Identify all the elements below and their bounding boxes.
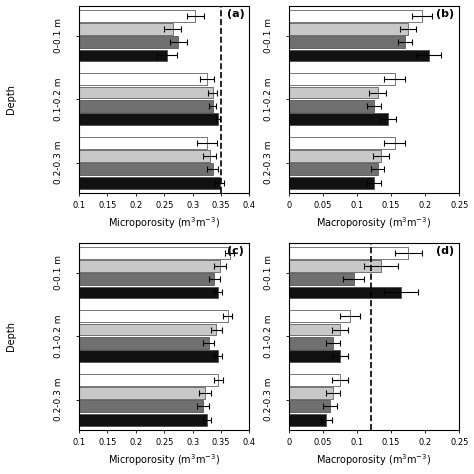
Bar: [79, 150, 210, 162]
Bar: [79, 387, 205, 399]
Bar: [79, 246, 229, 259]
Bar: [79, 73, 207, 85]
Bar: [289, 350, 340, 362]
Bar: [289, 273, 354, 285]
Bar: [79, 177, 220, 189]
Bar: [79, 9, 195, 22]
Bar: [79, 350, 218, 362]
Bar: [79, 401, 203, 412]
Bar: [79, 36, 178, 48]
Bar: [79, 49, 167, 62]
Bar: [79, 273, 214, 285]
Text: (b): (b): [436, 9, 454, 19]
Bar: [289, 137, 394, 149]
Bar: [289, 374, 340, 386]
Bar: [289, 36, 405, 48]
Bar: [289, 113, 388, 125]
Bar: [289, 87, 377, 99]
Bar: [289, 414, 327, 426]
Y-axis label: Depth: Depth: [6, 84, 16, 114]
Bar: [289, 246, 408, 259]
Bar: [79, 414, 207, 426]
Bar: [289, 100, 374, 112]
Bar: [79, 23, 173, 35]
Bar: [289, 260, 381, 272]
Bar: [289, 401, 330, 412]
Bar: [79, 310, 228, 322]
Bar: [289, 9, 422, 22]
Bar: [79, 374, 218, 386]
Bar: [289, 387, 333, 399]
X-axis label: Microporosity (m$^3$m$^{-3}$): Microporosity (m$^3$m$^{-3}$): [108, 216, 220, 231]
Bar: [79, 164, 212, 175]
Bar: [79, 137, 207, 149]
Bar: [79, 337, 209, 349]
Text: (d): (d): [436, 246, 454, 256]
Bar: [289, 49, 428, 62]
X-axis label: Macroporosity (m$^3$m$^{-3}$): Macroporosity (m$^3$m$^{-3}$): [317, 453, 432, 468]
X-axis label: Macroporosity (m$^3$m$^{-3}$): Macroporosity (m$^3$m$^{-3}$): [317, 216, 432, 231]
Bar: [289, 286, 401, 299]
Bar: [289, 337, 333, 349]
Bar: [289, 177, 374, 189]
Text: (a): (a): [227, 9, 244, 19]
Bar: [79, 100, 212, 112]
Bar: [289, 23, 408, 35]
Bar: [79, 260, 220, 272]
Bar: [289, 324, 340, 336]
Bar: [79, 113, 218, 125]
Bar: [289, 164, 377, 175]
Bar: [289, 150, 381, 162]
Bar: [79, 324, 217, 336]
Bar: [79, 87, 212, 99]
Bar: [289, 310, 350, 322]
Bar: [79, 286, 218, 299]
Y-axis label: Depth: Depth: [6, 321, 16, 351]
Bar: [289, 73, 394, 85]
Text: (c): (c): [228, 246, 244, 256]
X-axis label: Microporosity (m$^3$m$^{-3}$): Microporosity (m$^3$m$^{-3}$): [108, 453, 220, 468]
